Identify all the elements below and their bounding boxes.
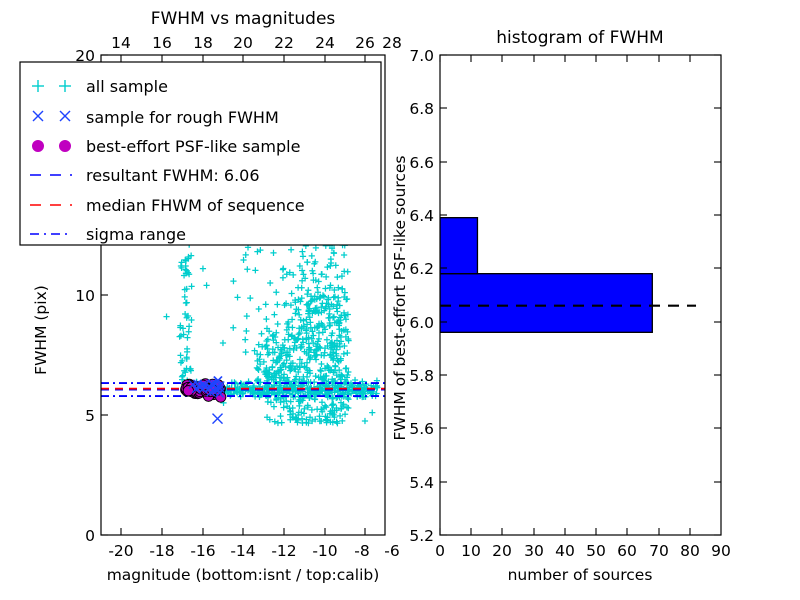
right-x-tick-2: 20 [492,542,512,560]
right-y-tick-5: 6.2 [409,260,434,278]
bottom-tick-6: -8 [354,542,369,560]
top-tick-5: 24 [315,34,335,52]
right-x-tick-7: 70 [649,542,669,560]
histogram-bar-0 [440,273,653,333]
bottom-tick-5: -10 [312,542,337,560]
bottom-tick-7: -6 [384,542,399,560]
top-tick-6: 26 [355,34,375,52]
right-x-tick-6: 60 [617,542,637,560]
left-y-tick-10: 10 [75,287,95,305]
right-x-tick-0: 0 [435,542,445,560]
plus-icon [32,80,71,92]
right-y-tick-7: 6.6 [409,154,434,172]
right-x-tick-4: 40 [555,542,575,560]
reference-lines [101,382,385,397]
right-y-tick-1: 5.4 [409,474,434,492]
right-y-axis-label: FWHM of best-effort PSF-like sources [391,155,409,440]
legend-label-2: best-effort PSF-like sample [86,137,300,156]
right-x-tick-5: 50 [586,542,606,560]
right-panel-title: histogram of FWHM [496,28,663,48]
cross-icon [32,110,71,122]
right-x-tick-1: 10 [461,542,481,560]
right-x-axis-label: number of sources [508,566,653,584]
right-y-tick-0: 5.2 [409,527,434,545]
top-tick-1: 16 [152,34,172,52]
legend-label-4: median FHWM of sequence [86,196,305,215]
bottom-tick-1: -18 [149,542,174,560]
bottom-tick-2: -16 [190,542,215,560]
top-tick-2: 18 [193,34,213,52]
histogram-data [440,217,697,333]
circle-icon [32,140,71,152]
right-tickmarks [439,54,721,536]
legend-item-resultant-fwhm[interactable]: resultant FWHM: 6.06 [30,166,260,185]
legend-item-all-sample[interactable]: all sample [32,77,168,96]
left-panel-title: FWHM vs magnitudes [151,9,336,29]
legend-item-median-fhwm[interactable]: median FHWM of sequence [30,196,305,215]
right-y-tick-2: 5.6 [409,420,434,438]
right-x-tick-9: 90 [711,542,731,560]
top-tick-7: 28 [382,34,402,52]
legend-item-sigma-range[interactable]: sigma range [30,225,186,244]
histogram-bar-1 [440,217,479,275]
legend-label-5: sigma range [86,225,186,244]
legend-label-0: all sample [86,77,168,96]
right-panel: histogram of FWHM [391,28,731,584]
right-axes-frame [439,54,722,536]
top-tick-0: 14 [111,34,131,52]
legend-box [19,61,382,246]
right-y-tick-8: 6.8 [409,100,434,118]
left-panel: FWHM vs magnitudes 14 16 18 20 22 24 26 … [32,9,402,584]
right-y-tick-6: 6.4 [409,207,434,225]
left-bottom-axis-ticklabels: -20 -18 -16 -14 -12 -10 -8 -6 [108,542,399,560]
left-y-tick-0: 0 [85,527,95,545]
right-y-tick-4: 6.0 [409,314,434,332]
right-x-tick-3: 30 [524,542,544,560]
legend-item-psf-sample[interactable]: best-effort PSF-like sample [32,137,301,156]
bottom-tick-3: -14 [230,542,255,560]
left-top-axis-ticklabels: 14 16 18 20 22 24 26 28 [111,34,402,52]
bottom-tick-4: -12 [271,542,296,560]
top-tick-4: 22 [274,34,294,52]
top-tick-3: 20 [233,34,253,52]
legend-label-1: sample for rough FWHM [86,108,279,127]
right-y-tick-9: 7.0 [409,47,434,65]
histogram-bars [440,217,653,333]
left-y-tick-5: 5 [85,407,95,425]
right-y-axis-ticklabels: 5.2 5.4 5.6 5.8 6.0 6.2 6.4 6.6 6.8 7.0 [409,47,434,545]
left-x-axis-label: magnitude (bottom:isnt / top:calib) [107,566,380,584]
legend[interactable]: all sample sample for rough FWHM best-ef… [19,61,382,246]
legend-item-rough-sample[interactable]: sample for rough FWHM [32,108,279,127]
rough-sample-markers [188,375,225,425]
left-bottom-tickmarks [101,54,366,536]
right-x-axis-ticklabels: 0 10 20 30 40 50 60 70 80 90 [435,542,731,560]
left-scatter-data [101,66,385,427]
left-y-axis-ticklabels: 0 5 10 20 [75,47,95,545]
bottom-tick-0: -20 [108,542,133,560]
right-x-tick-8: 80 [680,542,700,560]
right-y-tick-3: 5.8 [409,367,434,385]
legend-label-3: resultant FWHM: 6.06 [86,166,260,185]
left-y-tick-20: 20 [75,47,95,65]
left-y-axis-label: FWHM (pix) [32,285,50,375]
